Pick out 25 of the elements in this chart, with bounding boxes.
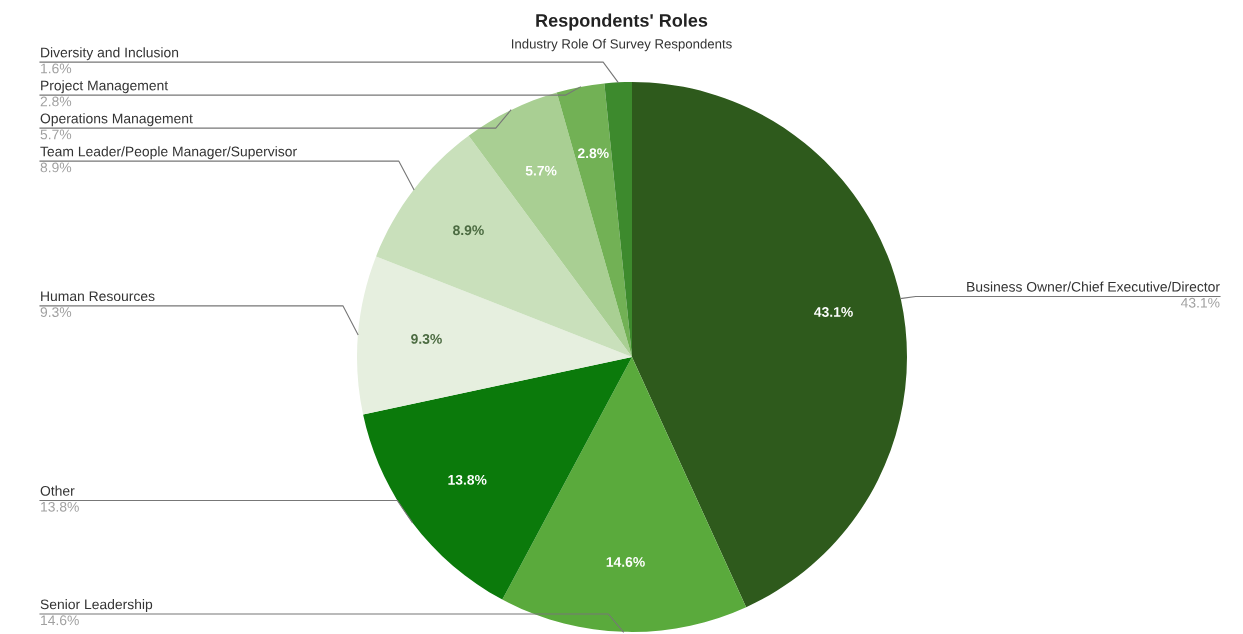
data-label: 2.8% (40, 96, 72, 107)
text: 2.8% (577, 148, 609, 159)
slice-label: Project Management (41, 80, 169, 94)
data-label: 13.8% (41, 501, 79, 512)
data-label: 9.3% (40, 307, 72, 318)
data-label: 14.6% (41, 615, 79, 626)
text: 14.6% (606, 557, 645, 567)
chart-title: Respondents' Roles (536, 13, 708, 31)
data-label: 5.7% (40, 129, 72, 140)
data-label: 1.6% (41, 63, 72, 74)
text: 13.8% (448, 474, 487, 485)
slice-label: Team Leader/People Manager/Supervisor (40, 146, 297, 160)
slice-label: Human Resources (41, 291, 155, 302)
slice-label: Other (40, 485, 75, 496)
slice-label: Business Owner/Chief Executive/Director (967, 281, 1220, 292)
slice-label: Senior Leadership (40, 599, 153, 612)
text: 9.3% (411, 334, 442, 344)
text: 8.9% (453, 225, 484, 236)
slice-label: Diversity and Inclusion (41, 47, 179, 61)
data-label: 43.1% (1180, 297, 1220, 308)
chart-subtitle: Industry Role Of Survey Respondents (511, 38, 732, 52)
text: 5.7% (525, 165, 557, 176)
slice-label: Operations Management (40, 113, 193, 127)
text: 43.1% (814, 307, 853, 317)
data-label: 8.9% (40, 162, 72, 173)
